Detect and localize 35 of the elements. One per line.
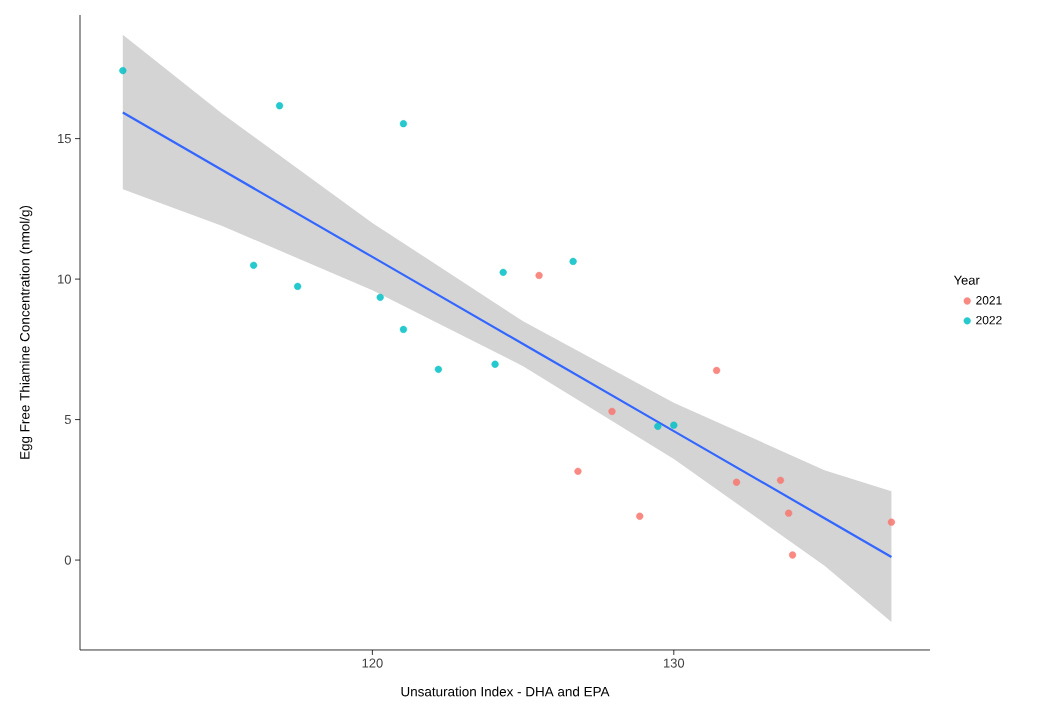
point bbox=[569, 257, 577, 265]
y-tick-label: 10 bbox=[58, 274, 71, 284]
point bbox=[294, 282, 302, 290]
point bbox=[399, 325, 408, 333]
y-axis-title: Egg Free Thiamine Concentration (nmol/g) bbox=[19, 205, 33, 459]
x-tick-label: 120 bbox=[362, 658, 383, 668]
point bbox=[670, 421, 678, 429]
point bbox=[887, 518, 896, 526]
point bbox=[713, 366, 721, 375]
point bbox=[654, 422, 662, 430]
point bbox=[250, 261, 258, 269]
legend-label: 2022 bbox=[976, 315, 1002, 325]
point bbox=[119, 67, 127, 75]
point bbox=[574, 467, 582, 475]
point bbox=[491, 360, 499, 368]
point bbox=[535, 271, 543, 280]
x-tick-label: 130 bbox=[663, 658, 685, 668]
y-tick-label: 15 bbox=[58, 134, 71, 144]
point bbox=[399, 120, 408, 128]
legend-label: 2021 bbox=[976, 296, 1002, 305]
legend-title: Year bbox=[953, 275, 980, 285]
point bbox=[776, 476, 785, 484]
point bbox=[608, 407, 616, 416]
x-axis-title: Unsaturation Index - DHA and EPA bbox=[401, 686, 610, 697]
point bbox=[275, 102, 284, 110]
point bbox=[788, 551, 797, 559]
point bbox=[434, 365, 442, 373]
line-series bbox=[121, 111, 893, 559]
point bbox=[785, 509, 793, 517]
point bbox=[499, 268, 507, 276]
point bbox=[732, 478, 741, 486]
point bbox=[636, 512, 644, 520]
point bbox=[376, 293, 384, 301]
y-tick-label: 5 bbox=[64, 415, 71, 425]
y-tick-label: 0 bbox=[64, 555, 71, 565]
